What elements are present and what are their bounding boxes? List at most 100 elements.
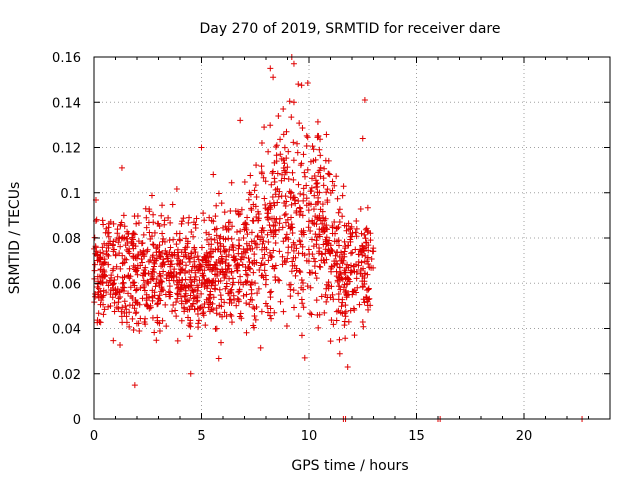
data-point bbox=[182, 235, 189, 242]
data-point bbox=[121, 309, 128, 316]
data-point bbox=[251, 187, 258, 194]
data-point bbox=[323, 131, 330, 138]
data-point bbox=[174, 290, 181, 297]
data-point bbox=[268, 181, 275, 188]
data-point bbox=[208, 306, 215, 313]
data-point bbox=[365, 286, 372, 293]
data-point bbox=[308, 184, 315, 191]
data-point bbox=[186, 268, 193, 275]
y-tick-label: 0.02 bbox=[52, 368, 81, 383]
data-point bbox=[268, 254, 275, 261]
data-point bbox=[126, 309, 133, 316]
data-point bbox=[279, 253, 286, 260]
data-point bbox=[268, 315, 275, 322]
data-point bbox=[114, 226, 121, 233]
y-tick-label: 0.14 bbox=[52, 96, 81, 111]
data-point bbox=[269, 194, 276, 201]
data-point bbox=[191, 246, 198, 253]
data-point bbox=[107, 291, 114, 298]
data-point bbox=[107, 238, 114, 245]
data-point bbox=[341, 248, 348, 255]
data-point bbox=[243, 271, 250, 278]
data-point bbox=[249, 297, 256, 304]
data-point bbox=[238, 250, 245, 257]
data-point bbox=[189, 286, 196, 293]
data-point bbox=[365, 247, 372, 254]
data-point bbox=[311, 192, 318, 199]
data-point bbox=[119, 234, 126, 241]
data-point bbox=[289, 169, 296, 176]
data-point bbox=[111, 299, 118, 306]
data-point bbox=[275, 193, 282, 200]
data-point bbox=[267, 202, 274, 209]
data-point bbox=[191, 294, 198, 301]
data-point bbox=[179, 218, 186, 225]
data-point bbox=[264, 214, 271, 221]
data-point bbox=[97, 256, 104, 263]
data-point bbox=[210, 294, 217, 301]
data-point bbox=[140, 231, 147, 238]
data-point bbox=[323, 256, 330, 263]
data-point bbox=[303, 132, 310, 139]
data-point bbox=[165, 214, 172, 221]
data-point bbox=[265, 309, 272, 316]
data-point bbox=[248, 290, 255, 297]
data-point bbox=[294, 140, 301, 147]
data-point bbox=[309, 143, 316, 150]
data-point bbox=[138, 255, 145, 262]
data-point bbox=[343, 227, 350, 234]
data-point bbox=[260, 238, 267, 245]
data-point bbox=[242, 249, 249, 256]
data-point bbox=[205, 264, 212, 271]
data-point bbox=[185, 219, 192, 226]
tick-labels: 0 5 10 15 20 0 0.02 0.04 0.06 0.08 0.1 0.12 0.14 0.16 bbox=[52, 51, 532, 444]
data-point bbox=[190, 219, 197, 226]
data-point bbox=[198, 281, 205, 288]
data-point bbox=[342, 313, 349, 320]
data-point bbox=[188, 228, 195, 235]
data-point bbox=[159, 238, 166, 245]
data-point bbox=[273, 152, 280, 159]
data-point bbox=[290, 139, 297, 146]
data-point bbox=[105, 229, 112, 236]
data-point bbox=[300, 304, 307, 311]
data-point bbox=[109, 294, 116, 301]
data-point bbox=[319, 201, 326, 208]
data-point bbox=[172, 307, 179, 314]
data-point bbox=[184, 297, 191, 304]
data-point bbox=[215, 355, 222, 362]
data-point bbox=[218, 296, 225, 303]
data-point bbox=[336, 242, 343, 249]
data-point bbox=[212, 265, 219, 272]
data-point bbox=[293, 245, 300, 252]
data-point bbox=[283, 322, 290, 329]
data-point bbox=[97, 266, 104, 273]
data-point bbox=[214, 272, 221, 279]
data-point bbox=[292, 200, 299, 207]
data-point bbox=[310, 206, 317, 213]
data-point bbox=[148, 192, 155, 199]
data-point bbox=[191, 278, 198, 285]
data-point bbox=[168, 274, 175, 281]
data-point bbox=[240, 281, 247, 288]
data-point bbox=[332, 252, 339, 259]
data-point bbox=[116, 250, 123, 257]
data-point bbox=[281, 160, 288, 167]
data-point bbox=[226, 219, 233, 226]
data-point bbox=[144, 246, 151, 253]
data-point bbox=[145, 270, 152, 277]
data-point bbox=[332, 230, 339, 237]
data-point bbox=[100, 260, 107, 267]
data-point bbox=[146, 208, 153, 215]
data-point bbox=[335, 237, 342, 244]
data-point bbox=[190, 233, 197, 240]
data-point bbox=[324, 197, 331, 204]
data-point bbox=[238, 206, 245, 213]
data-point bbox=[299, 250, 306, 257]
data-point bbox=[300, 286, 307, 293]
data-point bbox=[107, 218, 114, 225]
data-point bbox=[191, 263, 198, 270]
data-point bbox=[103, 289, 110, 296]
data-point bbox=[365, 296, 372, 303]
data-point bbox=[208, 241, 215, 248]
